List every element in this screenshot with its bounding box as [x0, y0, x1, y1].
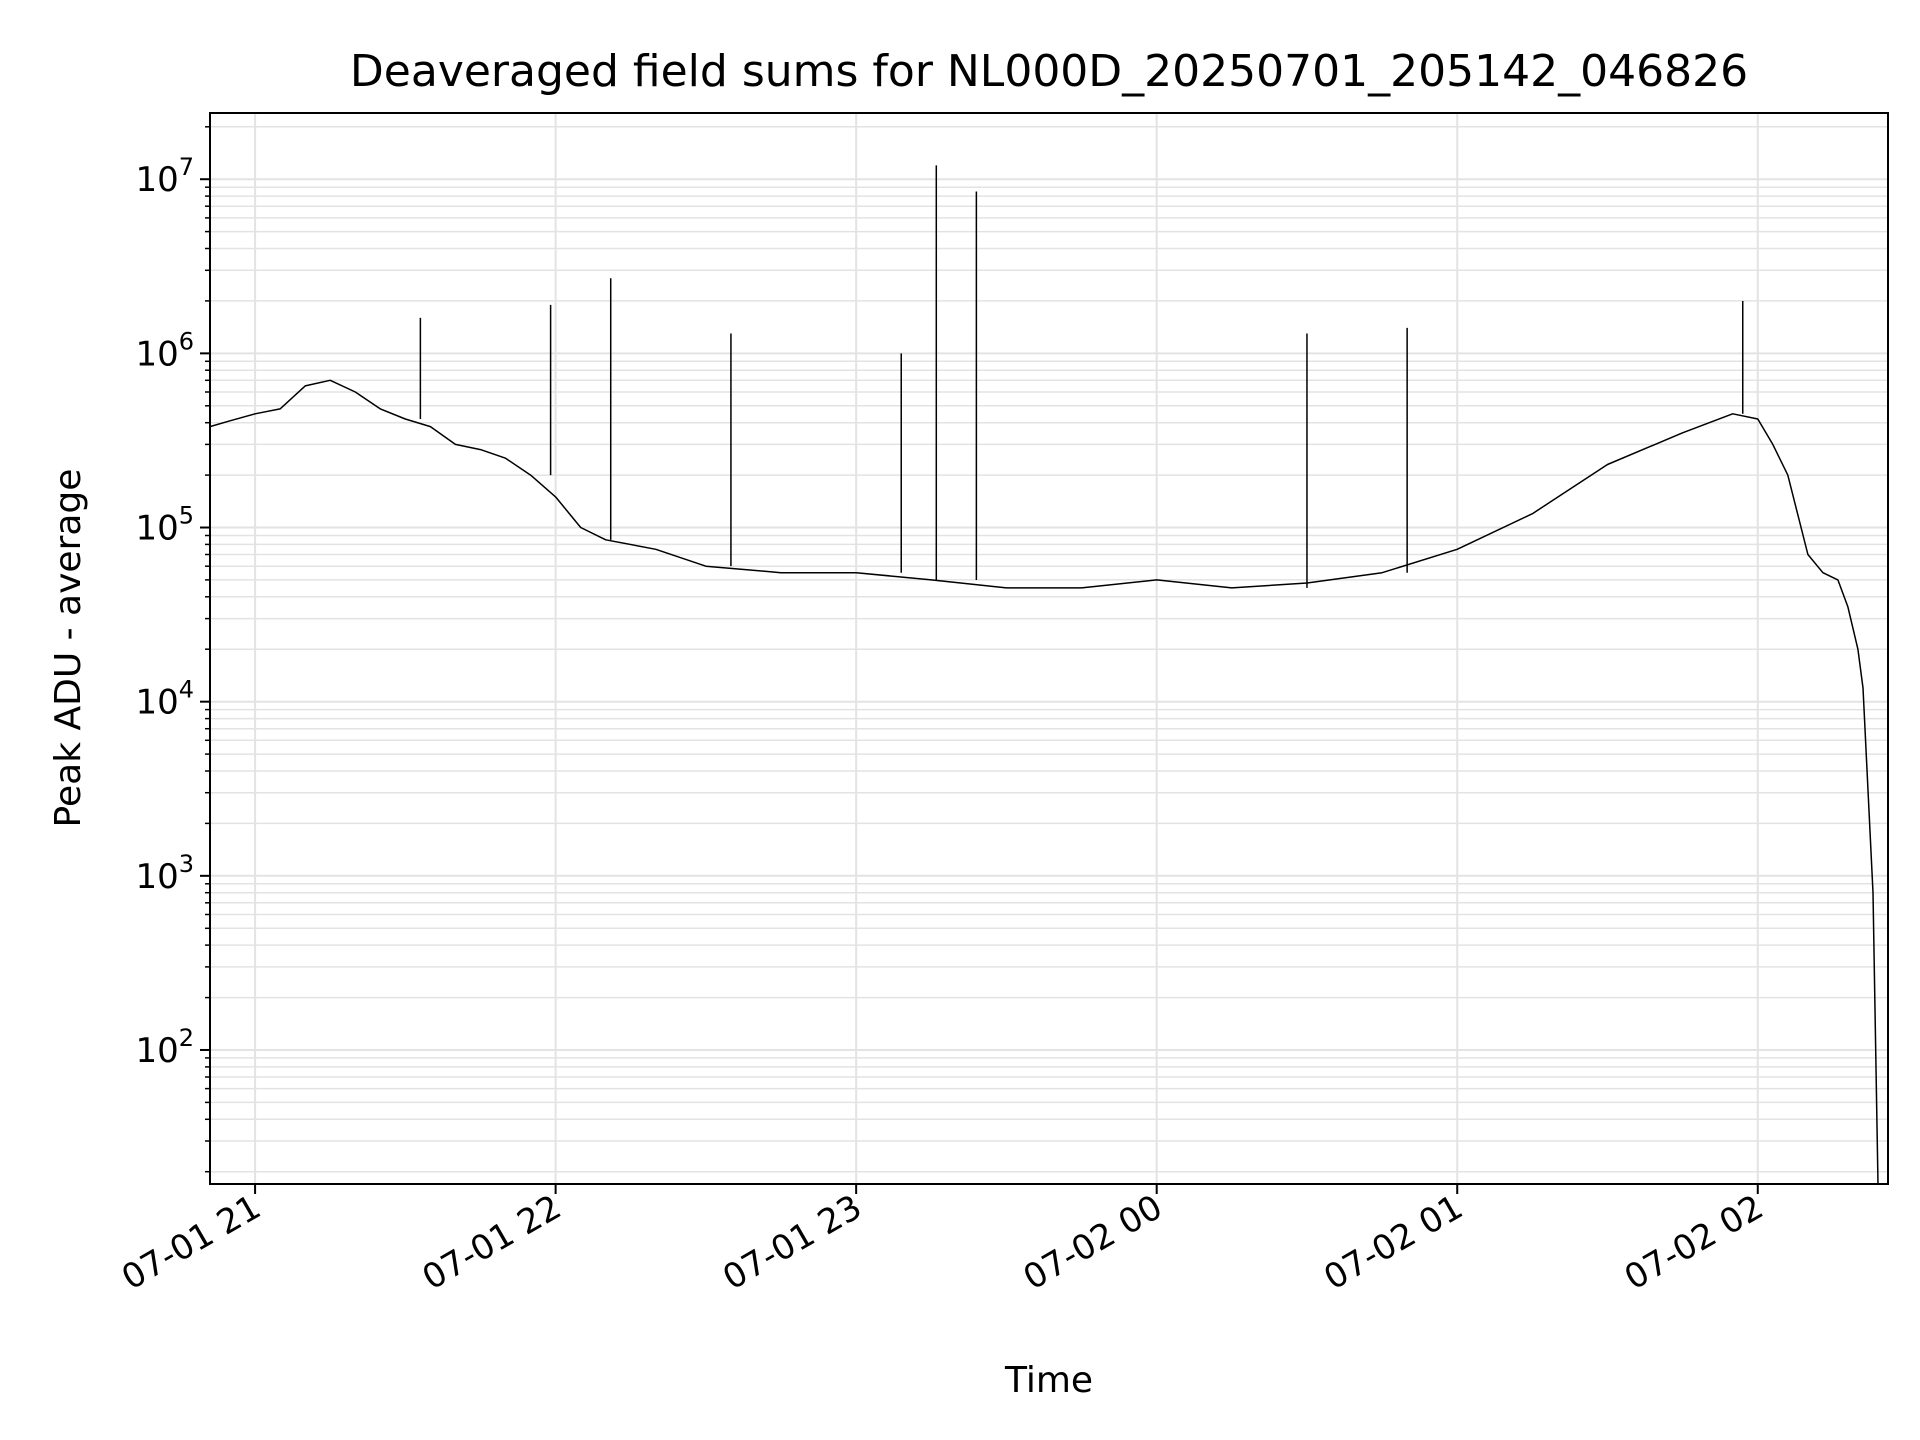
x-tick-label: 07-01 23: [716, 1187, 868, 1298]
x-tick-label: 07-01 21: [115, 1187, 267, 1298]
chart-title: Deaveraged field sums for NL000D_2025070…: [350, 46, 1748, 97]
grid-lines: [210, 113, 1888, 1184]
y-tick-label: 102: [135, 1024, 194, 1071]
series-line: [209, 379, 1879, 1185]
x-tick-label: 07-02 01: [1317, 1187, 1469, 1298]
x-tick-label: 07-02 02: [1618, 1187, 1770, 1298]
data-series-trace: [209, 165, 1879, 1185]
x-tick-label: 07-02 00: [1017, 1187, 1169, 1298]
y-tick-label: 105: [135, 502, 194, 549]
x-axis-label: Time: [1004, 1360, 1093, 1401]
y-tick-label: 103: [135, 850, 194, 897]
x-tick-label: 07-01 22: [416, 1187, 568, 1298]
y-axis-ticks: 102 103 104 105 106 107: [135, 126, 210, 1173]
x-axis-ticks: 07-01 21 07-01 22 07-01 23 07-02 00 07-02 01…: [115, 1184, 1770, 1298]
y-tick-label: 106: [135, 327, 194, 374]
y-tick-label: 107: [135, 153, 194, 200]
y-axis-label: Peak ADU - average: [48, 469, 89, 828]
y-tick-label: 104: [135, 676, 194, 723]
